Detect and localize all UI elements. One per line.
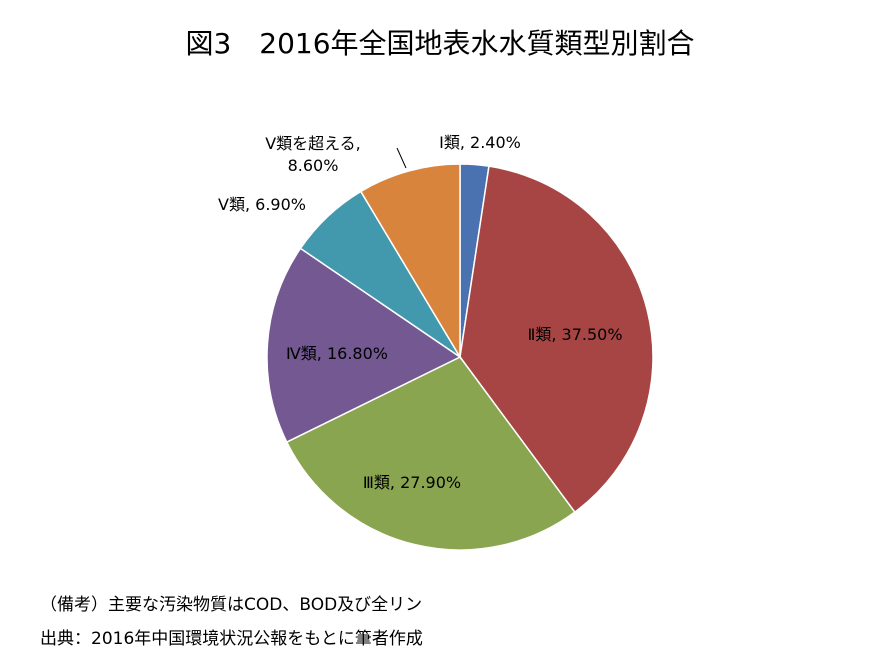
pie-slice [459,165,654,514]
leader-line [396,147,407,169]
note: （備考）主要な汚染物質はCOD、BOD及び全リン [40,595,423,615]
pie-slice [285,356,576,551]
data-label: Ⅳ類, 16.80% [286,344,388,363]
data-label: Ⅰ類, 2.40% [439,133,521,152]
pie-slice [266,247,462,444]
data-label: Ⅱ類, 37.50% [527,325,623,344]
note: 出典：2016年中国環境状況公報をもとに筆者作成 [40,629,423,649]
data-label: Ⅲ類, 27.90% [362,473,462,492]
data-label: Ⅴ類を超える, 8.60% [265,134,361,175]
pie-slice [359,163,461,360]
chart-title: 図3 2016年全国地表水水質類型別割合 [185,27,695,60]
data-label: Ⅴ類, 6.90% [218,195,306,214]
